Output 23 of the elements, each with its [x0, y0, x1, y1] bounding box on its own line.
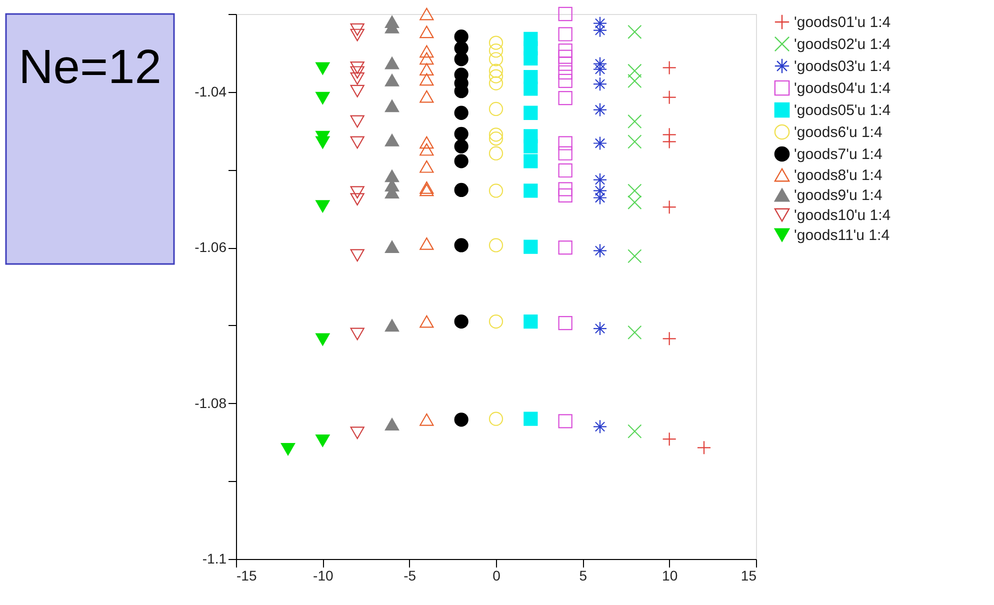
y-tick-label: -1.1: [202, 550, 227, 566]
text: Ne=12: [18, 41, 162, 94]
x-tick-label: 5: [579, 568, 588, 584]
legend-label: 'goods6'u 1:4: [794, 124, 882, 141]
x-tick-label: 10: [662, 568, 678, 584]
x-tick-label: 15: [740, 568, 757, 584]
legend-label: 'goods03'u 1:4: [794, 58, 891, 75]
legend-label: 'goods10'u 1:4: [794, 207, 891, 224]
legend-label: 'goods7'u 1:4: [794, 146, 882, 163]
y-tick-label: -1.06: [194, 239, 227, 256]
x-tick-label: -15: [236, 568, 257, 584]
x-tick-label: 0: [492, 568, 501, 584]
x-tick-label: -5: [404, 568, 416, 584]
x-tick-label: -10: [313, 568, 334, 584]
legend-label: 'goods01'u 1:4: [794, 14, 891, 31]
legend-label: 'goods04'u 1:4: [794, 80, 891, 97]
legend-label: 'goods05'u 1:4: [794, 102, 891, 119]
y-tick-label: -1.08: [194, 394, 227, 411]
legend-label: 'goods9'u 1:4: [794, 187, 882, 204]
legend-label: 'goods02'u 1:4: [794, 36, 891, 53]
legend-label: 'goods8'u 1:4: [794, 167, 882, 184]
legend-label: 'goods11'u 1:4: [794, 227, 890, 244]
y-tick-label: -1.04: [194, 83, 227, 100]
